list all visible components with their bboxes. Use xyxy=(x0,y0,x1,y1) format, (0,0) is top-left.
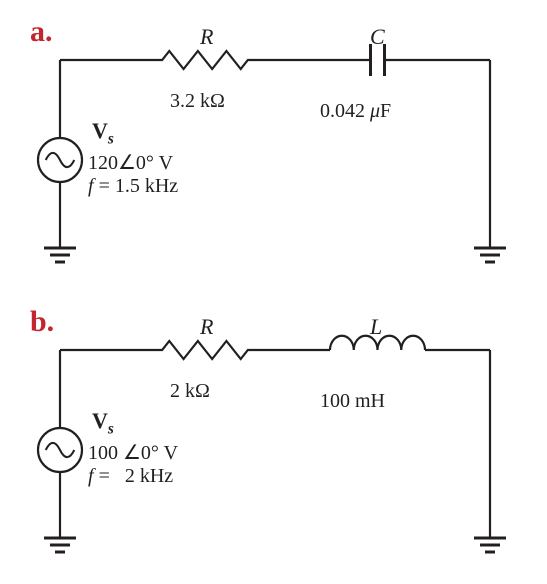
source-name: Vs xyxy=(92,118,114,148)
resistor-label: R xyxy=(200,24,213,50)
capacitor-label: C xyxy=(370,24,385,50)
part-label: a. xyxy=(30,15,53,49)
resistor-value: 2 kΩ xyxy=(170,380,210,403)
inductor-value: 100 mH xyxy=(320,390,385,413)
inductor-label: L xyxy=(370,314,382,340)
part-label: b. xyxy=(30,305,54,339)
resistor-value: 3.2 kΩ xyxy=(170,90,225,113)
capacitor-value: 0.042 μF xyxy=(320,100,391,123)
source-value: 120∠0° V xyxy=(88,150,173,175)
circuit-svg xyxy=(0,0,547,290)
circuit-a: a. R 3.2 kΩ C 0.042 μF Vs120∠0° Vf = 1.5 kHz xyxy=(0,0,547,290)
resistor-symbol xyxy=(155,341,255,359)
circuit-b: b. R 2 kΩ L 100 mH Vs100 ∠0° Vf = 2 kHz xyxy=(0,290,547,580)
source-name: Vs xyxy=(92,408,114,438)
source-freq: f = 1.5 kHz xyxy=(88,175,178,198)
resistor-label: R xyxy=(200,314,213,340)
resistor-symbol xyxy=(155,51,255,69)
source-value: 100 ∠0° V xyxy=(88,440,178,465)
source-freq: f = 2 kHz xyxy=(88,465,173,488)
circuit-svg xyxy=(0,290,547,580)
